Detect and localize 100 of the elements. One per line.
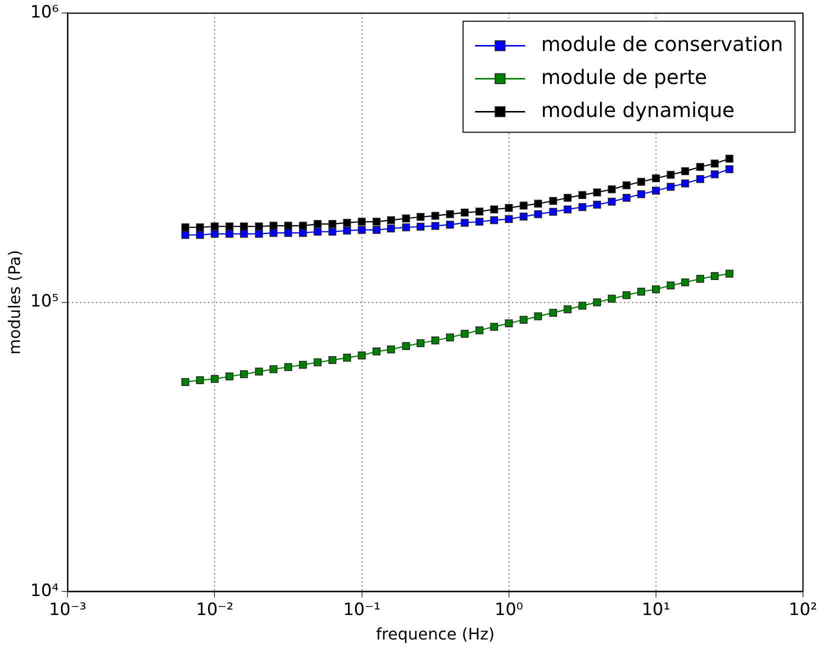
point — [314, 228, 322, 236]
point — [270, 365, 278, 374]
point — [549, 308, 558, 317]
point — [504, 204, 513, 212]
point — [226, 230, 234, 238]
point — [416, 212, 425, 221]
point — [564, 194, 572, 202]
point — [490, 322, 498, 331]
point — [181, 231, 190, 239]
point — [255, 230, 263, 238]
point — [270, 222, 278, 230]
point — [637, 190, 646, 198]
point — [710, 160, 719, 168]
point — [622, 194, 630, 202]
y-tick-label: 10⁴ — [30, 580, 59, 601]
point — [416, 222, 425, 231]
point — [564, 305, 572, 314]
point — [328, 220, 336, 228]
point — [299, 360, 307, 369]
point — [299, 228, 307, 237]
point — [608, 294, 616, 303]
point — [314, 220, 322, 228]
point — [666, 170, 675, 179]
point — [358, 226, 366, 234]
point — [314, 358, 322, 366]
point — [402, 223, 410, 232]
x-tick-label: 10¹ — [642, 600, 670, 620]
point — [226, 372, 234, 380]
point — [593, 200, 602, 209]
legend-label: module de perte — [541, 64, 708, 89]
x-axis-title: frequence (Hz) — [376, 624, 495, 644]
point — [622, 181, 630, 190]
point — [270, 228, 278, 237]
point — [534, 312, 542, 320]
point — [402, 342, 410, 350]
point — [343, 226, 351, 235]
point — [666, 281, 675, 290]
point — [476, 218, 484, 226]
x-tick-label: 10² — [788, 600, 818, 620]
point — [476, 208, 484, 216]
point — [343, 354, 351, 362]
point — [196, 376, 204, 384]
point — [446, 220, 454, 229]
point — [534, 210, 542, 218]
point — [490, 205, 498, 214]
point — [549, 208, 558, 216]
point — [520, 202, 528, 210]
point — [196, 223, 204, 232]
point — [681, 179, 690, 188]
point — [210, 375, 219, 383]
point — [446, 333, 454, 342]
point — [608, 198, 616, 206]
point — [299, 222, 307, 230]
point — [255, 222, 263, 230]
point — [725, 270, 734, 278]
point — [725, 165, 734, 174]
point — [608, 185, 616, 194]
point — [416, 339, 425, 348]
x-tick-label: 10⁻² — [196, 600, 234, 620]
legend-label: module dynamique — [541, 98, 735, 122]
point — [210, 230, 219, 238]
point — [637, 178, 646, 186]
point — [725, 154, 734, 163]
point — [549, 196, 558, 205]
point — [593, 188, 602, 196]
point — [460, 208, 469, 217]
point — [181, 223, 190, 232]
point — [372, 226, 380, 234]
point — [387, 346, 395, 354]
point — [637, 288, 646, 296]
point — [696, 175, 704, 184]
point — [652, 285, 660, 294]
x-tick-label: 10⁰ — [494, 600, 524, 620]
point — [181, 378, 190, 386]
point — [490, 216, 498, 224]
point — [372, 348, 380, 356]
x-tick-label: 10⁻³ — [48, 600, 86, 620]
point — [520, 212, 528, 220]
point — [460, 330, 469, 338]
point — [358, 218, 366, 226]
point — [696, 274, 704, 283]
point — [328, 356, 336, 364]
point — [343, 218, 351, 227]
point — [196, 231, 204, 239]
point — [387, 216, 395, 224]
point — [446, 210, 454, 218]
point — [710, 272, 719, 280]
point — [240, 370, 248, 378]
y-axis-title: modules (Pa) — [4, 250, 24, 355]
point — [431, 222, 440, 230]
point — [358, 351, 366, 360]
point — [652, 174, 660, 182]
y-tick-label: 10⁶ — [30, 2, 59, 23]
point — [460, 218, 469, 227]
point — [255, 368, 263, 376]
point — [520, 316, 528, 324]
point — [578, 302, 586, 310]
point — [504, 215, 513, 224]
point — [226, 222, 234, 230]
point — [431, 336, 440, 344]
